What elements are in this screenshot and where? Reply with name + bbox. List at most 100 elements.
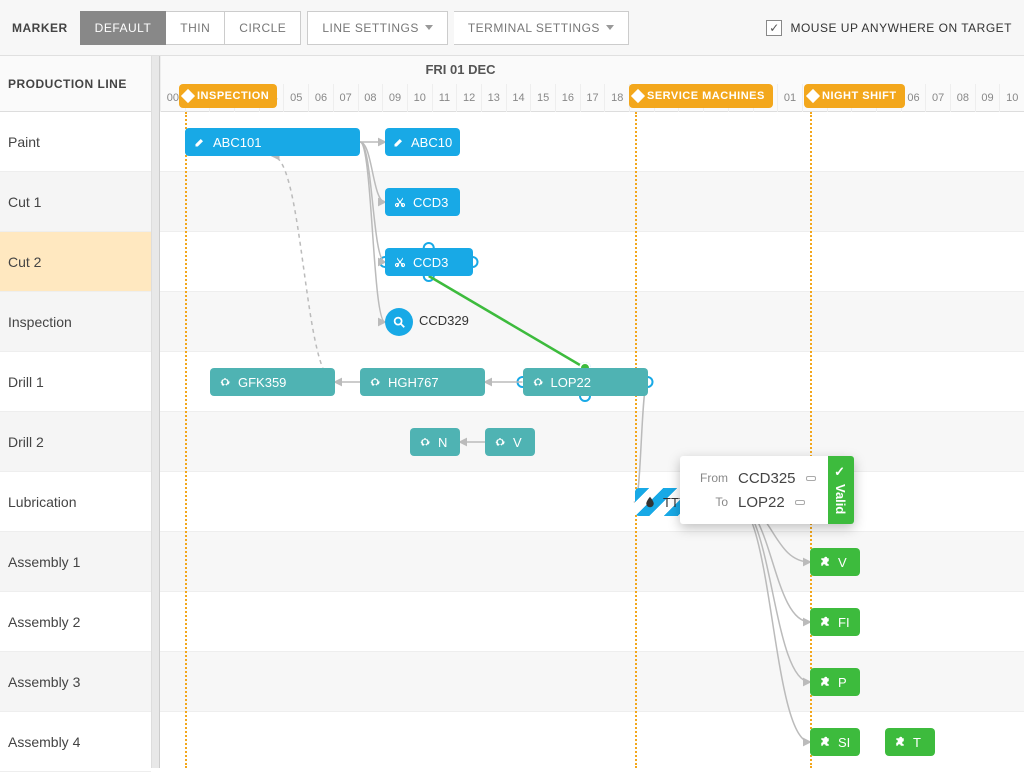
sidebar-row[interactable]: Inspection [0, 292, 151, 352]
cut-icon [393, 255, 407, 269]
column-resize-handle[interactable] [152, 56, 160, 768]
hour-cell: 18 [604, 84, 629, 112]
marker-circle-button[interactable]: CIRCLE [225, 11, 301, 45]
hour-cell: 16 [555, 84, 580, 112]
hour-cell: 09 [382, 84, 407, 112]
pencil-icon [193, 135, 207, 149]
task-asm3[interactable]: P [810, 668, 860, 696]
task-label: GFK359 [238, 375, 286, 390]
hour-cell: 07 [333, 84, 358, 112]
task-abc101[interactable]: ABC101 [185, 128, 360, 156]
sidebar-row[interactable]: Drill 1 [0, 352, 151, 412]
sidebar-row[interactable]: Assembly 1 [0, 532, 151, 592]
tooltip-from-label: From [692, 471, 728, 485]
inspect-dot[interactable] [385, 308, 413, 336]
marker-group: DEFAULT THIN CIRCLE [80, 11, 302, 45]
hour-cell: 10 [999, 84, 1024, 112]
hour-cell: 08 [950, 84, 975, 112]
terminal-settings-label: TERMINAL SETTINGS [468, 21, 600, 35]
grid-row[interactable] [160, 292, 1024, 352]
sidebar-row[interactable]: Assembly 2 [0, 592, 151, 652]
sidebar-row[interactable]: Lubrication [0, 472, 151, 532]
task-label: LOP22 [551, 375, 591, 390]
dependency-tooltip: From CCD325 To LOP22 ✓ Valid [680, 456, 854, 524]
task-asm2[interactable]: FI [810, 608, 860, 636]
puzzle-icon [818, 615, 832, 629]
grid-row[interactable] [160, 532, 1024, 592]
mouse-up-checkbox[interactable]: MOUSE UP ANYWHERE ON TARGET [766, 20, 1012, 36]
hour-cell: 11 [432, 84, 457, 112]
task-label: CCD3 [413, 195, 448, 210]
grid-row[interactable] [160, 652, 1024, 712]
task-label: T [913, 735, 921, 750]
diamond-icon [631, 89, 645, 103]
milestone-label: INSPECTION [197, 90, 269, 102]
marker-thin-button[interactable]: THIN [166, 11, 225, 45]
task-lop22[interactable]: LOP22 [523, 368, 648, 396]
milestone-label: SERVICE MACHINES [647, 90, 765, 102]
inspect-label: CCD329 [419, 313, 469, 328]
task-cap-icon [795, 500, 805, 505]
sidebar-row[interactable]: Cut 1 [0, 172, 151, 232]
hour-cell: 07 [925, 84, 950, 112]
gear-icon [418, 435, 432, 449]
task-ccd1[interactable]: CCD3 [385, 188, 460, 216]
milestone-night[interactable]: NIGHT SHIFT [804, 84, 905, 108]
sidebar-row[interactable]: Paint [0, 112, 151, 172]
timeline-header: FRI 01 DEC 00010203040506070809101112131… [160, 56, 1024, 112]
tooltip-to-value: LOP22 [738, 494, 785, 511]
marker-default-button[interactable]: DEFAULT [80, 11, 167, 45]
task-asm1[interactable]: V [810, 548, 860, 576]
sidebar-row[interactable]: Cut 2 [0, 232, 151, 292]
timeline-grid[interactable] [160, 112, 1024, 768]
line-settings-button[interactable]: LINE SETTINGS [307, 11, 448, 45]
cut-icon [393, 195, 407, 209]
diamond-icon [806, 89, 820, 103]
hour-cell: 13 [481, 84, 506, 112]
gear-icon [493, 435, 507, 449]
line-settings-label: LINE SETTINGS [322, 21, 419, 35]
hour-cell: 06 [308, 84, 333, 112]
sidebar-row[interactable]: Assembly 3 [0, 652, 151, 712]
task-label: HGH767 [388, 375, 439, 390]
task-v[interactable]: V [485, 428, 535, 456]
task-asm4[interactable]: SI [810, 728, 860, 756]
task-n[interactable]: N [410, 428, 460, 456]
timeline[interactable]: FRI 01 DEC 00010203040506070809101112131… [160, 56, 1024, 768]
puzzle-icon [893, 735, 907, 749]
task-cap-icon [806, 476, 816, 481]
pencil-icon [393, 135, 405, 149]
gear-icon [531, 375, 545, 389]
terminal-settings-button[interactable]: TERMINAL SETTINGS [454, 11, 629, 45]
tooltip-from-value: CCD325 [738, 470, 796, 487]
puzzle-icon [818, 735, 832, 749]
drop-icon [643, 495, 657, 509]
grid-row[interactable] [160, 412, 1024, 472]
gear-icon [218, 375, 232, 389]
mouse-up-label: MOUSE UP ANYWHERE ON TARGET [790, 21, 1012, 35]
task-ccd325[interactable]: CCD3 [385, 248, 473, 276]
sidebar-title: PRODUCTION LINE [0, 56, 151, 112]
hour-cell: 15 [530, 84, 555, 112]
grid-row[interactable] [160, 592, 1024, 652]
grid-row[interactable] [160, 472, 1024, 532]
grid-row[interactable] [160, 172, 1024, 232]
checkbox-icon [766, 20, 782, 36]
task-hgh767[interactable]: HGH767 [360, 368, 485, 396]
hour-cell: 17 [580, 84, 605, 112]
task-asm4b[interactable]: T [885, 728, 935, 756]
hour-cell: 10 [407, 84, 432, 112]
tooltip-to-label: To [692, 495, 728, 509]
grid-row[interactable] [160, 232, 1024, 292]
toolbar: MARKER DEFAULT THIN CIRCLE LINE SETTINGS… [0, 0, 1024, 56]
caret-down-icon [425, 25, 433, 30]
sidebar-row[interactable]: Drill 2 [0, 412, 151, 472]
sidebar-row[interactable]: Assembly 4 [0, 712, 151, 772]
hour-cell: 09 [975, 84, 1000, 112]
milestone-service[interactable]: SERVICE MACHINES [629, 84, 773, 108]
day-header: FRI 01 DEC [160, 56, 760, 84]
milestone-inspection[interactable]: INSPECTION [179, 84, 277, 108]
task-gfk359[interactable]: GFK359 [210, 368, 335, 396]
task-abc102[interactable]: ABC10 [385, 128, 460, 156]
check-icon: ✓ [833, 465, 848, 480]
